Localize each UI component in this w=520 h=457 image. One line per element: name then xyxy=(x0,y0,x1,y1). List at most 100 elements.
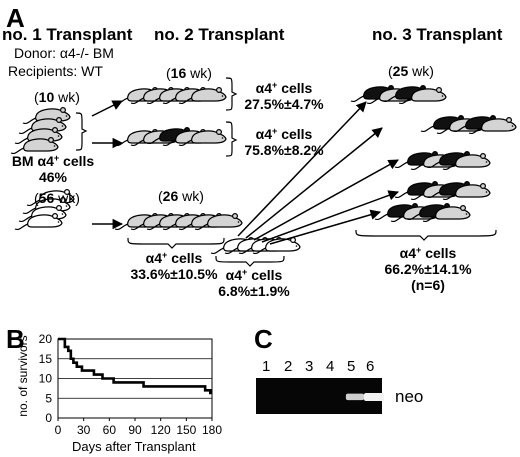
stat1-cells: cells xyxy=(281,80,313,96)
col2-weeks-2: (26 wk) xyxy=(158,188,204,204)
col1-weeks-2: (56 wk) xyxy=(34,190,80,206)
gel-band-lane-6 xyxy=(364,393,384,401)
x-tick-labels: 0 30 60 90 120 150 180 xyxy=(55,418,222,437)
lane-label-6: 6 xyxy=(366,358,375,375)
col3-stat-label: α4 xyxy=(399,245,417,261)
col3-stat-cells: cells xyxy=(425,245,457,261)
lane-label-4: 4 xyxy=(326,358,335,375)
bm-value: 46% xyxy=(38,169,68,186)
col3-weeks-value: 25 xyxy=(392,63,409,79)
arrow-to-col3-1 xyxy=(237,101,367,237)
stat4-value: 6.8%±1.9% xyxy=(218,283,290,300)
chart-x-axis-label: Days after Transplant xyxy=(72,439,196,454)
lane-label-2: 2 xyxy=(284,358,293,375)
gel-panel xyxy=(256,378,384,414)
col1-title: no. 1 Transplant xyxy=(2,25,133,44)
arrow-to-col3-2 xyxy=(245,127,383,239)
col2-weeks-2-value: 26 xyxy=(162,188,179,204)
brace-26wk-b xyxy=(215,255,285,267)
x-tick-150: 150 xyxy=(176,423,196,437)
brace-col3 xyxy=(355,229,497,241)
survival-curve xyxy=(58,337,212,395)
chart-gridlines xyxy=(58,358,212,399)
stat2-sup: + xyxy=(272,126,278,136)
panel-label-a: A xyxy=(6,3,25,33)
lane-label-5: 5 xyxy=(347,358,356,375)
brace-16wk xyxy=(225,77,238,111)
col2-stat-2: α4+ cells 75.8%±8.2% xyxy=(236,126,332,158)
stat2-value: 75.8%±8.2% xyxy=(244,142,324,159)
gel-band-lane-5 xyxy=(345,393,365,401)
wk-unit: wk xyxy=(58,190,76,206)
wk-unit: wk xyxy=(58,89,76,105)
y-tick-5: 5 xyxy=(45,391,52,405)
x-tick-0: 0 xyxy=(55,423,62,437)
bm-sup: + xyxy=(53,153,60,163)
y-tick-labels: 0 5 10 15 20 xyxy=(39,332,53,425)
stat1-sup: + xyxy=(272,80,278,90)
stat4-sup: + xyxy=(242,267,248,277)
bm-cells: cells xyxy=(63,153,95,169)
col2-stat-1: α4+ cells 27.5%±4.7% xyxy=(236,80,332,112)
series-line-0 xyxy=(58,337,212,395)
mice-group-10wk xyxy=(10,106,71,155)
col2-stat-3: α4+ cells 33.6%±10.5% xyxy=(124,250,224,282)
col1-recipients: Recipients: WT xyxy=(8,63,103,79)
col1-bm-stat: BM α4+ cells 46% xyxy=(8,153,98,185)
col2-title: no. 2 Transplant xyxy=(154,25,285,44)
col3-stat: α4+ cells 66.2%±14.1% (n=6) xyxy=(378,245,478,293)
lane-label-3: 3 xyxy=(305,358,314,375)
mice-group-26wk xyxy=(114,213,243,231)
col1-donor: Donor: α4-/- BM xyxy=(14,45,114,61)
stat4-cells: cells xyxy=(251,267,283,283)
survival-chart: 0 5 10 15 20 0 30 60 90 120 150 180 xyxy=(39,332,223,437)
mice-col3-4 xyxy=(394,181,491,201)
y-tick-10: 10 xyxy=(39,372,53,386)
y-tick-0: 0 xyxy=(45,411,52,425)
wk-unit: wk xyxy=(182,188,200,204)
lane-label-1: 1 xyxy=(262,358,271,375)
arrow-to-col3-3 xyxy=(253,159,399,241)
col1-weeks-2-value: 56 xyxy=(38,190,55,206)
col2-weeks-1-value: 16 xyxy=(170,65,187,81)
y-tick-20: 20 xyxy=(39,332,53,346)
stat3-label: α4 xyxy=(145,250,163,266)
brace-second xyxy=(225,121,238,157)
x-tick-90: 90 xyxy=(128,423,142,437)
col3-stat-sup: + xyxy=(416,245,422,255)
bm-label: BM α4 xyxy=(11,153,54,169)
mice-group-second xyxy=(114,126,227,147)
gel-band-label: neo xyxy=(395,387,424,406)
gel-bands xyxy=(345,393,384,401)
col3-n: (n=6) xyxy=(411,277,445,294)
mice-col3-3 xyxy=(394,151,491,171)
col3-stat-value: 66.2%±14.1% xyxy=(384,261,472,278)
stat2-label: α4 xyxy=(255,126,273,142)
arrow-to-col3-4 xyxy=(261,190,399,243)
mice-col3-1 xyxy=(350,84,447,105)
col3-title: no. 3 Transplant xyxy=(372,25,503,44)
stat2-cells: cells xyxy=(281,126,313,142)
mice-group-16wk xyxy=(114,86,227,105)
panel-label-b: B xyxy=(6,324,25,354)
chart-y-axis-label: no. of survivors xyxy=(16,335,30,417)
col1-weeks-1: (10 wk) xyxy=(34,89,80,105)
col1-weeks-1-value: 10 xyxy=(38,89,55,105)
stat3-cells: cells xyxy=(171,250,203,266)
arrow-to-col3-5 xyxy=(269,209,382,245)
x-tick-120: 120 xyxy=(151,423,171,437)
wk-unit: wk xyxy=(412,63,430,79)
col3-weeks: (25 wk) xyxy=(388,63,434,79)
stat3-sup: + xyxy=(162,250,168,260)
x-tick-180: 180 xyxy=(202,423,222,437)
brace-26wk xyxy=(127,237,225,249)
x-tick-30: 30 xyxy=(77,423,91,437)
panel-label-c: C xyxy=(254,324,273,354)
col2-stat-4: α4+ cells 6.8%±1.9% xyxy=(206,267,302,299)
mice-col3-5 xyxy=(374,203,471,223)
stat1-label: α4 xyxy=(255,80,273,96)
mice-col3-2 xyxy=(420,114,517,135)
y-tick-15: 15 xyxy=(39,352,53,366)
